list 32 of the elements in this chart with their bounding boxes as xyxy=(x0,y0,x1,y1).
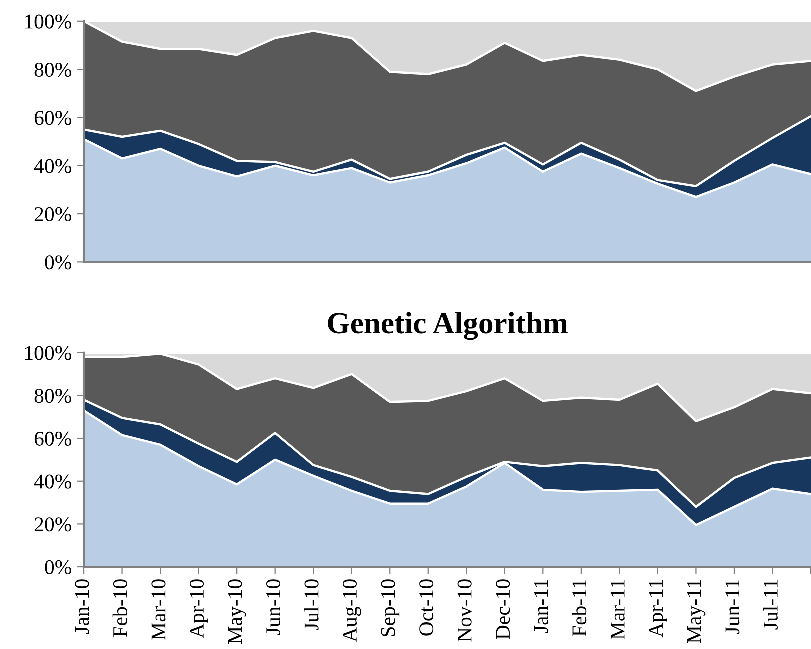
y-tick-label: 60% xyxy=(34,432,72,446)
x-tick-label: Aug-10 xyxy=(342,580,362,642)
x-tick-label: Dec-10 xyxy=(496,580,510,640)
x-tick-label: Sep-10 xyxy=(381,580,400,636)
x-tick-label: Jul-10 xyxy=(304,580,319,630)
x-tick-label: Jun-10 xyxy=(266,580,281,636)
y-tick-label: 0% xyxy=(45,560,72,575)
y-tick-label: 0% xyxy=(45,256,72,270)
x-tick-label: Jun-11 xyxy=(726,580,740,634)
y-tick-label: 20% xyxy=(34,518,72,532)
x-tick-label: Feb-10 xyxy=(112,580,128,638)
x-tick-label: Mar-11 xyxy=(610,580,625,640)
x-tick-label: Feb-11 xyxy=(572,580,587,636)
y-tick-label: 100% xyxy=(25,14,72,29)
chart-title: Genetic Algorithm xyxy=(328,312,568,340)
x-tick-label: Nov-10 xyxy=(458,580,472,642)
x-tick-label: May-10 xyxy=(228,580,247,644)
x-tick-label: Apr-10 xyxy=(190,580,208,638)
y-tick-label: 80% xyxy=(34,389,72,404)
x-tick-label: Jan-10 xyxy=(75,580,90,634)
y-tick-label: 40% xyxy=(34,474,72,489)
x-tick-label: Apr-11 xyxy=(649,580,668,638)
y-tick-label: 20% xyxy=(34,207,72,222)
x-tick-label: Mar-10 xyxy=(152,580,166,640)
y-tick-label: 40% xyxy=(34,159,72,174)
y-tick-label: 100% xyxy=(25,346,72,360)
x-tick-label: May-11 xyxy=(687,580,706,644)
x-tick-label: Oct-10 xyxy=(420,580,434,636)
y-tick-label: 80% xyxy=(34,62,72,78)
x-tick-label: Jan-11 xyxy=(534,580,548,634)
x-tick-label: Jul-11 xyxy=(763,580,778,630)
y-tick-label: 60% xyxy=(34,111,72,126)
